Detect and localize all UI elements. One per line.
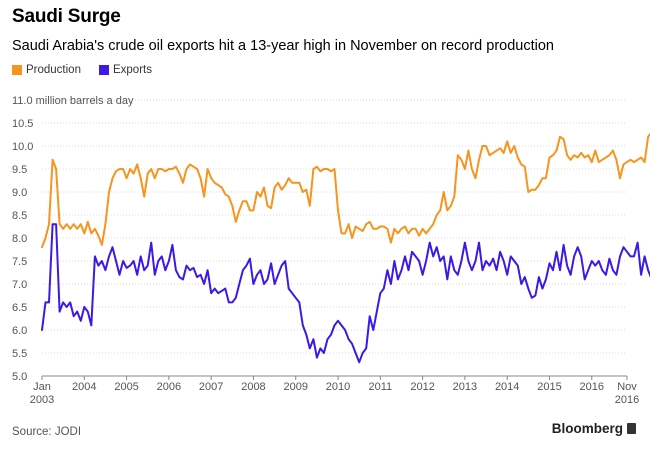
y-tick-label: 9.0 [12, 187, 27, 199]
series-line-exports [41, 223, 650, 364]
x-tick-label: 2004 [72, 381, 96, 393]
x-tick-label: 2013 [453, 381, 477, 393]
bloomberg-terminal-icon [627, 423, 636, 434]
y-tick-label: 11.0 million barrels a day [12, 95, 134, 107]
y-tick-label: 7.0 [12, 279, 27, 291]
x-tick-label: 2015 [537, 381, 561, 393]
y-tick-label: 7.5 [12, 256, 27, 268]
brand-logo: Bloomberg [552, 421, 636, 436]
y-tick-label: 10.0 [12, 141, 33, 153]
y-tick-label: 8.0 [12, 233, 27, 245]
legend-label-production: Production [26, 64, 81, 76]
y-tick-label: 9.5 [12, 164, 27, 176]
x-tick-label: 2008 [241, 381, 265, 393]
legend-swatch-exports [98, 65, 109, 75]
x-tick-label: 2009 [283, 381, 307, 393]
x-tick-label-year: 2003 [30, 394, 54, 406]
x-tick-label: 2010 [326, 381, 350, 393]
y-tick-label: 10.5 [12, 118, 33, 130]
source-note: Source: JODI [12, 426, 82, 438]
y-tick-label: 5.5 [12, 348, 27, 360]
chart-subtitle: Saudi Arabia's crude oil exports hit a 1… [12, 38, 554, 54]
x-tick-label: 2014 [495, 381, 519, 393]
y-tick-label: 5.0 [12, 371, 27, 383]
legend-item-production: Production [12, 64, 81, 76]
brand-name: Bloomberg [551, 421, 623, 436]
chart-title: Saudi Surge [12, 6, 121, 27]
y-tick-label: 6.0 [12, 325, 27, 337]
y-tick-label: 6.5 [12, 302, 27, 314]
x-tick-label: Jan [33, 381, 51, 393]
x-tick-label: 2012 [410, 381, 434, 393]
x-tick-label: 2007 [199, 381, 223, 393]
x-tick-label: 2011 [368, 381, 392, 393]
x-tick-label: 2016 [580, 381, 604, 393]
legend-item-exports: Exports [98, 64, 152, 76]
legend-label-exports: Exports [112, 64, 152, 76]
legend-swatch-production [12, 65, 22, 75]
x-tick-label: 2006 [157, 381, 181, 393]
y-tick-label: 8.5 [12, 210, 27, 222]
x-tick-label-year: 2016 [615, 394, 639, 406]
x-tick-label: Nov [617, 381, 637, 393]
series-line-production [41, 132, 650, 249]
x-tick-label: 2005 [114, 381, 138, 393]
chart-legend: Production Exports [12, 64, 164, 76]
